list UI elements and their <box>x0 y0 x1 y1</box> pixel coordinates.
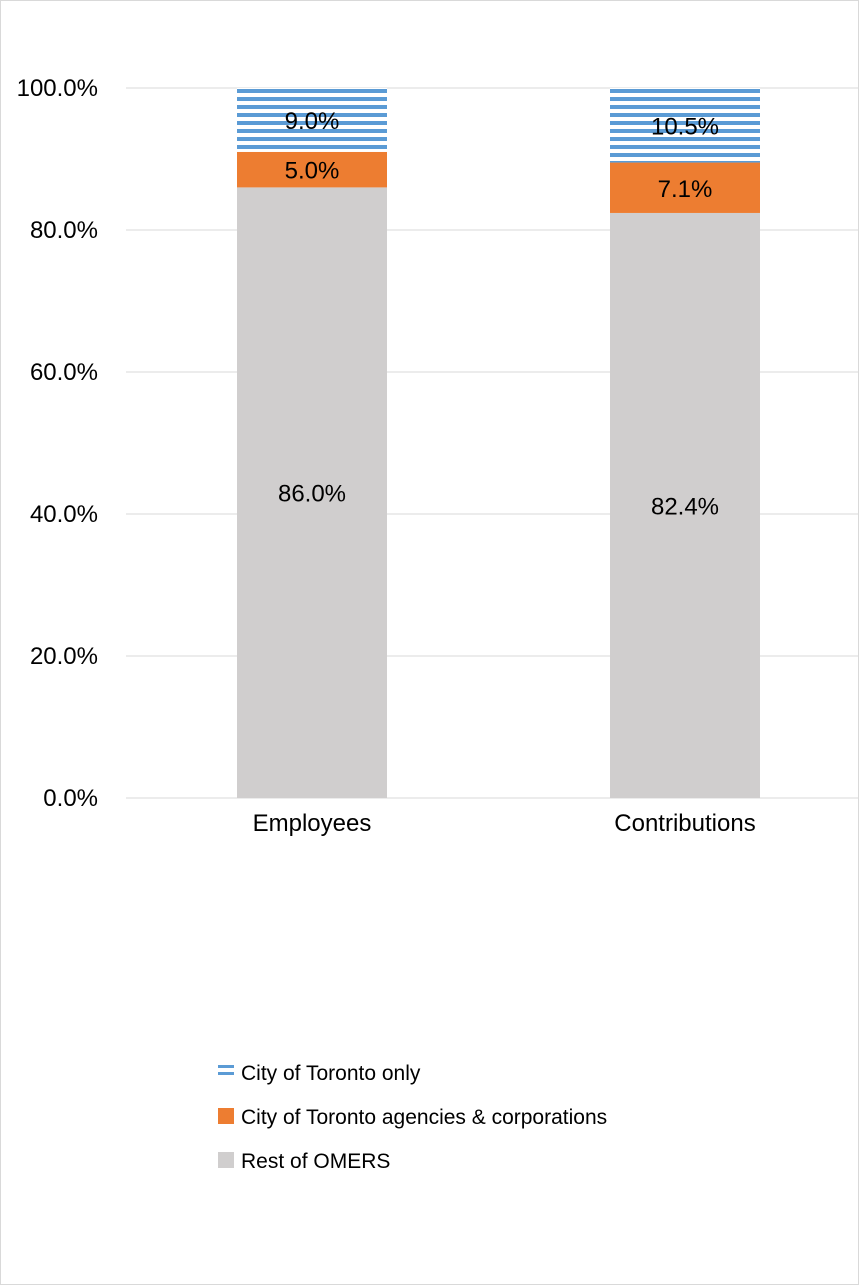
x-tick-label: Contributions <box>614 810 755 837</box>
y-tick-label: 80.0% <box>30 217 98 244</box>
x-tick-label: Employees <box>253 810 372 837</box>
data-label: 9.0% <box>285 108 340 135</box>
data-label: 86.0% <box>278 481 346 508</box>
x-axis: Employees Contributions <box>253 810 756 837</box>
legend-swatch <box>218 1072 234 1075</box>
y-tick-label: 40.0% <box>30 501 98 528</box>
y-tick-label: 20.0% <box>30 643 98 670</box>
data-label: 82.4% <box>651 493 719 520</box>
legend-label: City of Toronto agencies & corporations <box>241 1106 607 1129</box>
legend-swatch <box>218 1108 234 1124</box>
y-tick-label: 60.0% <box>30 359 98 386</box>
legend-label: Rest of OMERS <box>241 1150 390 1173</box>
y-axis: 0.0% 20.0% 40.0% 60.0% 80.0% 100.0% <box>17 75 98 812</box>
legend-swatch <box>218 1152 234 1168</box>
legend-swatch <box>218 1065 234 1068</box>
data-label: 7.1% <box>658 176 713 203</box>
y-tick-label: 100.0% <box>17 75 98 102</box>
data-label: 5.0% <box>285 158 340 185</box>
legend: City of Toronto only City of Toronto agen… <box>218 1062 607 1173</box>
legend-label: City of Toronto only <box>241 1062 421 1085</box>
y-tick-label: 0.0% <box>43 785 98 812</box>
data-label: 10.5% <box>651 113 719 140</box>
